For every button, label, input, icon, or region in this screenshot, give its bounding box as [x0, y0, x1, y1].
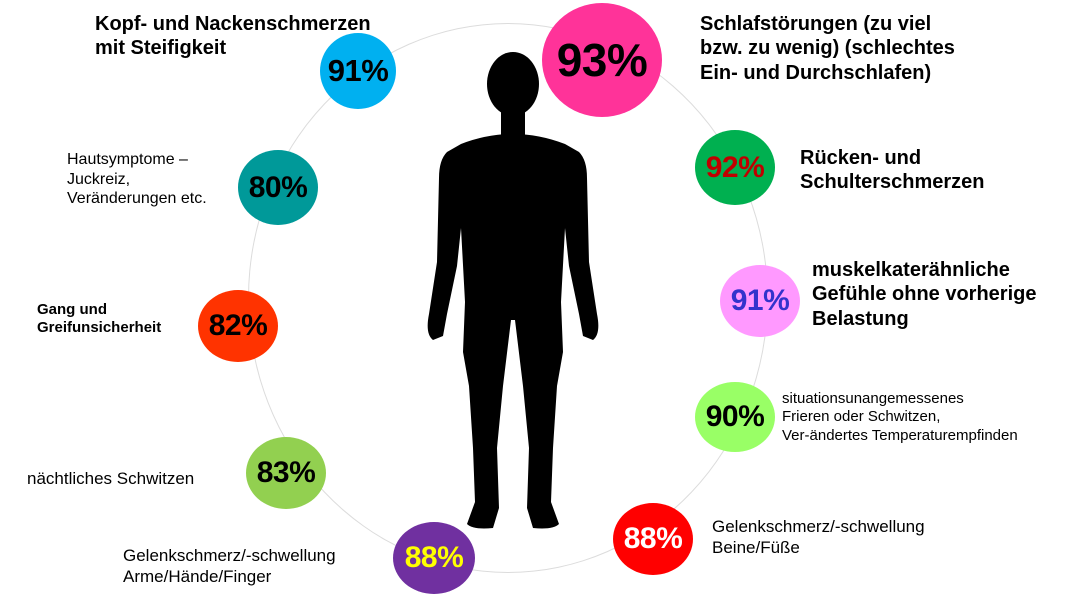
symptom-label-line: Gefühle ohne vorherige — [812, 283, 1037, 306]
symptom-label-line: Arme/Hände/Finger — [123, 566, 272, 586]
symptom-label-temperatur: situationsunangemessenes Frieren oder Sch… — [782, 390, 1072, 445]
symptom-label-line: Rücken- und — [800, 147, 922, 169]
symptom-label-line: Schlafstörungen (zu viel — [700, 13, 932, 35]
symptom-label-gelenk-beine: Gelenkschmerz/-schwellung Beine/Füße — [712, 517, 992, 558]
symptom-label-line: Gelenkschmerz/-schwellung — [712, 517, 925, 536]
symptom-label-line: Hautsymptome – — [67, 151, 188, 168]
symptom-label-line: Schulterschmerzen — [800, 171, 985, 194]
symptom-label-haut: Hautsymptome – Juckreiz, Veränderungen etc… — [67, 150, 237, 209]
symptom-label-line: muskelkaterähnliche — [812, 259, 1010, 281]
percent-bubble-schwitzen: 83% — [246, 437, 326, 509]
symptom-label-schwitzen: nächtliches Schwitzen — [27, 469, 247, 490]
symptom-label-line: situationsunangemessenes — [782, 390, 964, 407]
percent-bubble-temperatur: 90% — [695, 382, 775, 452]
symptom-label-muskel: muskelkaterähnliche Gefühle ohne vorherig… — [812, 258, 1072, 331]
symptom-label-line: Gelenkschmerz/-schwellung — [123, 546, 336, 565]
symptom-label-line: Ein- und Durchschlafen) — [700, 61, 932, 84]
symptom-label-kopf: Kopf- und Nackenschmerzen mit Steifigkeit — [95, 12, 455, 61]
percent-bubble-gelenk-arme: 88% — [393, 522, 475, 594]
symptom-label-gang: Gang und Greifunsicherheit — [37, 301, 207, 338]
percent-bubble-kopf: 91% — [320, 33, 396, 109]
symptom-label-gelenk-arme: Gelenkschmerz/-schwellung Arme/Hände/Fing… — [123, 546, 403, 587]
symptom-label-ruecken: Rücken- und Schulterschmerzen — [800, 146, 1060, 195]
symptom-label-line: nächtliches Schwitzen — [27, 469, 195, 488]
percent-bubble-haut: 80% — [238, 150, 318, 225]
symptom-label-line: Veränderungen etc. — [67, 190, 207, 208]
symptom-label-line: mit Steifigkeit — [95, 37, 227, 60]
symptom-label-line: Belastung — [812, 307, 909, 330]
symptom-label-line: Juckreiz, — [67, 170, 131, 188]
symptom-label-line: Gang und — [37, 301, 107, 318]
symptom-label-line: Kopf- und Nackenschmerzen — [95, 13, 371, 35]
symptom-label-line: Beine/Füße — [712, 537, 800, 557]
symptom-label-line: Frieren oder Schwitzen, — [782, 408, 941, 426]
percent-bubble-gelenk-beine: 88% — [613, 503, 693, 575]
percent-bubble-gang: 82% — [198, 290, 278, 362]
percent-bubble-muskel: 91% — [720, 265, 800, 337]
percent-bubble-schlaf: 93% — [542, 3, 662, 117]
symptom-label-line: Ver-ändertes Temperaturempfinden — [782, 426, 1018, 444]
symptom-label-schlaf: Schlafstörungen (zu viel bzw. zu wenig) (… — [700, 12, 1020, 85]
symptom-label-line: bzw. zu wenig) (schlechtes — [700, 37, 955, 60]
percent-bubble-ruecken: 92% — [695, 130, 775, 205]
human-silhouette-icon — [427, 52, 599, 529]
symptom-label-line: Greifunsicherheit — [37, 319, 162, 337]
